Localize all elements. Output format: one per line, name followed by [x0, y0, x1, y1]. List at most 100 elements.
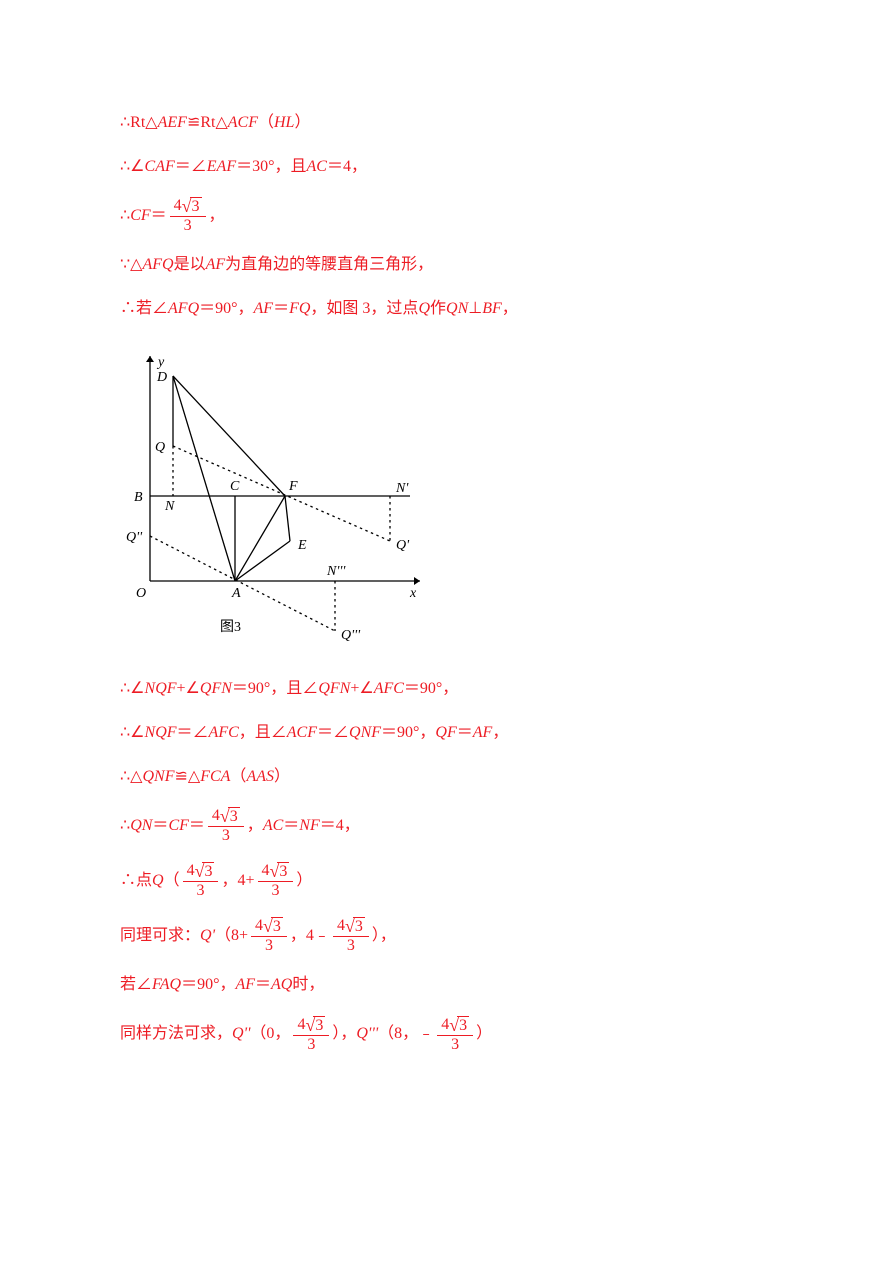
var: QNF	[349, 720, 381, 746]
text: ∴点	[120, 868, 152, 894]
svg-text:N: N	[164, 499, 175, 514]
text: ＝	[152, 813, 168, 839]
text: ），	[332, 1021, 356, 1047]
var: AFQ	[168, 296, 199, 322]
var: NQF	[145, 720, 177, 746]
var: QF	[435, 720, 456, 746]
var: FQ	[289, 296, 310, 322]
proof-line-10: ∴点 Q（ 4√3 3 ，4+ 4√3 3 ）	[120, 862, 892, 899]
radicand: 3	[277, 862, 289, 880]
text: 为直角边的等腰直角三角形，	[225, 252, 433, 278]
radicand: 3	[457, 1016, 469, 1034]
text: ）	[296, 868, 312, 894]
proof-line-13: 同样方法可求，Q''（0， 4√3 3 ），Q'''（8，﹣ 4√3 3 ）	[120, 1016, 892, 1053]
text: 若∠	[120, 972, 152, 998]
text: ∴∠	[120, 720, 145, 746]
proof-line-6: ∴∠NQF+∠QFN＝90°，且∠QFN+∠AFC＝90°，	[120, 676, 892, 702]
var: FCA	[200, 764, 230, 790]
text: ＝	[151, 203, 167, 229]
var: NF	[299, 813, 319, 839]
denominator: 3	[197, 882, 205, 899]
denominator: 3	[265, 937, 273, 954]
num-coef: 4	[297, 1017, 305, 1033]
text: （	[230, 764, 246, 790]
svg-text:E: E	[297, 538, 307, 553]
var: QFN	[200, 676, 232, 702]
proof-line-5: ∴若∠AFQ＝90°，AF＝FQ，如图 3，过点 Q 作 QN⊥BF，	[120, 296, 892, 322]
geometry-diagram: xyOABCDFEQNN'Q'Q''N'''Q'''图3	[110, 341, 892, 651]
var: AFQ	[142, 252, 173, 278]
text: （8，﹣	[378, 1021, 434, 1047]
svg-text:Q'': Q''	[126, 530, 143, 545]
var: Q'''	[356, 1021, 378, 1047]
svg-text:O: O	[136, 586, 146, 601]
text: +∠	[350, 676, 373, 702]
fraction: 4√3 3	[333, 917, 369, 954]
fraction: 4√3 3	[251, 917, 287, 954]
var: AC	[263, 813, 283, 839]
text: ）	[476, 1021, 492, 1047]
svg-text:Q: Q	[155, 440, 165, 455]
text: ，	[247, 813, 263, 839]
fraction: 4√3 3	[293, 1016, 329, 1053]
fraction: 4√3 3	[183, 862, 219, 899]
text: ＝30°，且	[236, 154, 306, 180]
text: 作	[430, 296, 446, 322]
fraction: 4√3 3	[208, 807, 244, 844]
text: ＝90°，且∠	[232, 676, 318, 702]
text: ∴若∠	[120, 296, 168, 322]
text: ）	[294, 110, 310, 136]
var: CF	[168, 813, 188, 839]
svg-text:C: C	[230, 479, 240, 494]
num-coef: 4	[337, 918, 345, 934]
text: （0，	[250, 1021, 290, 1047]
var: AEF	[158, 110, 187, 136]
var: QN	[130, 813, 152, 839]
var: AQ	[271, 972, 292, 998]
var: AFC	[374, 676, 404, 702]
text: ＝∠	[175, 154, 207, 180]
text: ⊥	[468, 296, 482, 322]
text: ＝90°，	[181, 972, 235, 998]
fraction: 4√3 3	[258, 862, 294, 899]
radicand: 3	[353, 917, 365, 935]
denominator: 3	[184, 217, 192, 234]
text: （	[164, 868, 180, 894]
svg-text:N': N'	[395, 481, 409, 496]
sqrt: √3	[305, 1016, 325, 1034]
text: ＝4，	[327, 154, 367, 180]
text: ，如图 3，过点	[310, 296, 418, 322]
radicand: 3	[202, 862, 214, 880]
denominator: 3	[347, 937, 355, 954]
text: ，4+	[221, 868, 254, 894]
denominator: 3	[451, 1036, 459, 1053]
denominator: 3	[307, 1036, 315, 1053]
var: AF	[473, 720, 493, 746]
fraction: 4√3 3	[437, 1016, 473, 1053]
text: ＝∠	[317, 720, 349, 746]
sqrt: √3	[263, 917, 283, 935]
text: （	[258, 110, 274, 136]
text: ＝	[273, 296, 289, 322]
var: Q'	[200, 923, 215, 949]
radicand: 3	[313, 1016, 325, 1034]
text: +∠	[177, 676, 200, 702]
num-coef: 4	[441, 1017, 449, 1033]
var: AF	[206, 252, 226, 278]
svg-text:B: B	[134, 490, 143, 505]
proof-line-12: 若∠FAQ＝90°，AF＝AQ 时，	[120, 972, 892, 998]
var: AF	[235, 972, 255, 998]
svg-text:y: y	[156, 355, 165, 370]
text: ∴	[120, 203, 130, 229]
text: ＝90°，	[404, 676, 458, 702]
sqrt: √3	[449, 1016, 469, 1034]
var: QFN	[318, 676, 350, 702]
svg-text:D: D	[156, 370, 167, 385]
svg-text:x: x	[409, 586, 417, 601]
num-coef: 4	[187, 863, 195, 879]
proof-line-4: ∵△AFQ 是以 AF 为直角边的等腰直角三角形，	[120, 252, 892, 278]
var: AAS	[246, 764, 274, 790]
text: ≌Rt△	[187, 110, 228, 136]
text: 同理可求：	[120, 923, 200, 949]
text: ∴△	[120, 764, 142, 790]
